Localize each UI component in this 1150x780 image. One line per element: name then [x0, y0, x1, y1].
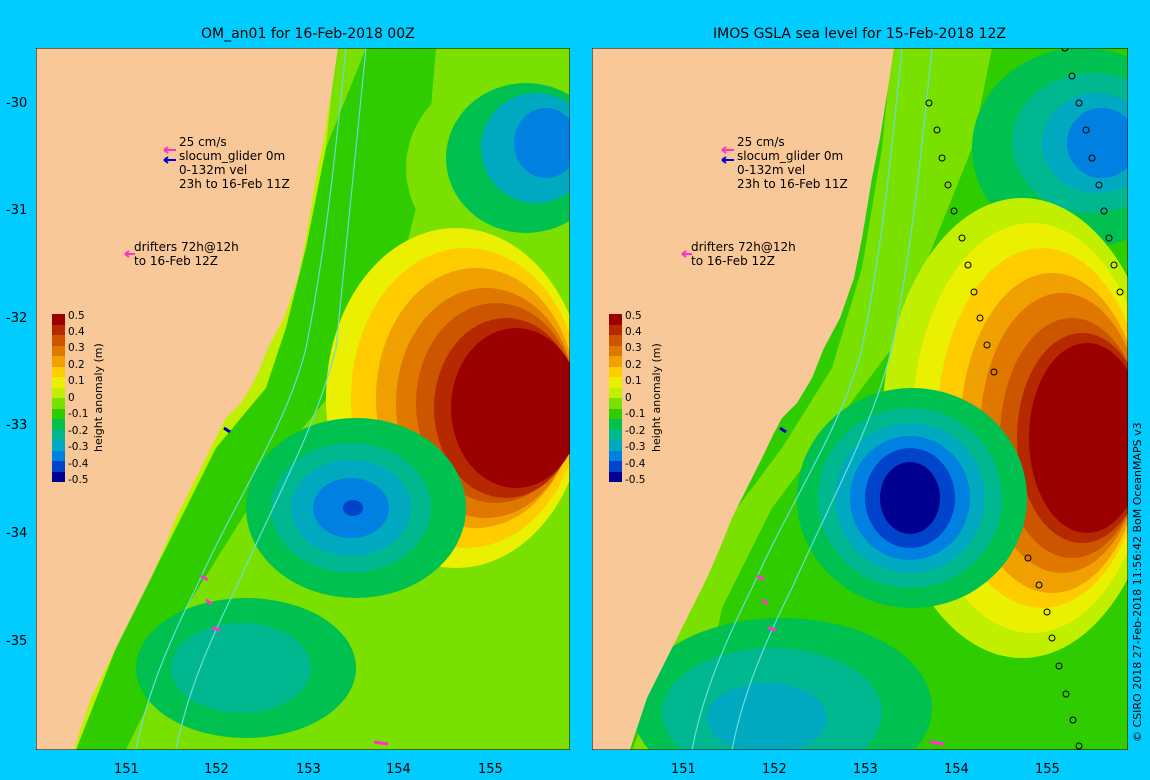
right-cb-label: -0.2 [625, 425, 646, 437]
right-drifter-arrow-icon [681, 250, 692, 258]
left-cb-label: -0.2 [68, 425, 89, 437]
left-legend-drifters: drifters 72h@12h [134, 240, 239, 254]
left-cb-label: 0.3 [68, 342, 85, 354]
right-cb-label: 0.5 [625, 310, 642, 322]
left-cb-label: 0.1 [68, 375, 85, 387]
left-lat-tick: -35 [6, 634, 28, 649]
right-colorbar [609, 314, 622, 482]
left-cb-label: -0.3 [68, 441, 89, 453]
left-legend-scale: 25 cm/s [179, 135, 227, 149]
left-colorbar [52, 314, 65, 482]
left-lat-tick: -32 [6, 311, 28, 326]
left-lon-tick: 155 [478, 762, 503, 777]
credit-text: © CSIRO 2018 27-Feb-2018 11:56:42 BoM Oc… [1131, 422, 1144, 742]
right-cb-label: -0.3 [625, 441, 646, 453]
left-lat-tick: -31 [6, 203, 28, 218]
right-cb-label: -0.1 [625, 408, 646, 420]
right-cb-label: 0.3 [625, 342, 642, 354]
left-legend-time: 23h to 16-Feb 11Z [179, 177, 290, 191]
left-cb-label: 0.5 [68, 310, 85, 322]
right-map [592, 48, 1128, 750]
right-legend-scale: 25 cm/s [737, 135, 785, 149]
right-lon-tick: 153 [853, 762, 878, 777]
left-lat-tick: -34 [6, 526, 28, 541]
left-colorbar-title: height anomaly (m) [92, 343, 105, 452]
left-lon-tick: 153 [296, 762, 321, 777]
left-lon-tick: 152 [204, 762, 229, 777]
left-panel-title: OM_an01 for 16-Feb-2018 00Z [201, 26, 415, 42]
right-legend-drifters: drifters 72h@12h [691, 240, 796, 254]
right-cb-label: 0.1 [625, 375, 642, 387]
right-legend-time: 23h to 16-Feb 11Z [737, 177, 848, 191]
left-cb-label: -0.4 [68, 458, 89, 470]
left-legend-drifters-time: to 16-Feb 12Z [134, 254, 219, 268]
right-legend-depth: 0-132m vel [737, 163, 806, 177]
right-cb-label: 0 [625, 392, 632, 404]
left-cb-label: 0 [68, 392, 75, 404]
left-lon-tick: 154 [386, 762, 411, 777]
right-lon-tick: 154 [944, 762, 969, 777]
right-scale-arrow-icon [721, 146, 734, 164]
left-lat-tick: -30 [6, 96, 28, 111]
left-cb-label: -0.1 [68, 408, 89, 420]
left-scale-arrow-icon [163, 146, 176, 164]
left-cb-label: 0.2 [68, 359, 85, 371]
right-panel-title: IMOS GSLA sea level for 15-Feb-2018 12Z [713, 26, 1007, 42]
left-drifter-arrow-icon [124, 250, 135, 258]
right-cb-label: 0.4 [625, 326, 642, 338]
left-cb-label: 0.4 [68, 326, 85, 338]
left-lat-tick: -33 [6, 418, 28, 433]
left-lon-tick: 151 [114, 762, 139, 777]
right-cb-label: -0.4 [625, 458, 646, 470]
right-colorbar-title: height anomaly (m) [650, 343, 663, 452]
right-cb-label: 0.2 [625, 359, 642, 371]
left-cb-label: -0.5 [68, 474, 89, 486]
left-legend-glider: slocum_glider 0m [179, 149, 286, 163]
right-lon-tick: 152 [762, 762, 787, 777]
right-lon-tick: 155 [1035, 762, 1060, 777]
left-legend-depth: 0-132m vel [179, 163, 248, 177]
right-legend-glider: slocum_glider 0m [737, 149, 844, 163]
right-legend-drifters-time: to 16-Feb 12Z [691, 254, 776, 268]
right-lon-tick: 151 [671, 762, 696, 777]
right-cb-label: -0.5 [625, 474, 646, 486]
left-map [36, 48, 570, 750]
